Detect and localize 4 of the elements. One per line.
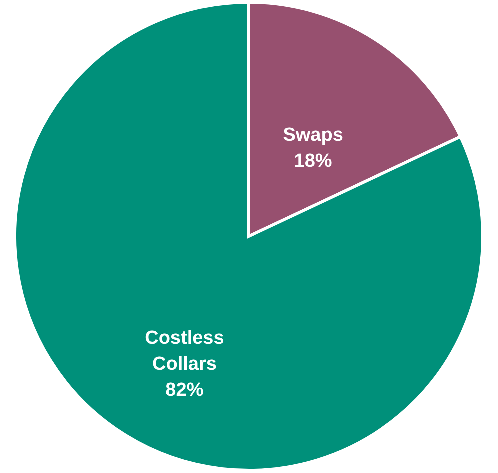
data-label: 82% (166, 380, 204, 401)
data-label: 18% (294, 151, 332, 172)
slice-label: Costless Collars (145, 328, 224, 375)
slice-label: Swaps (283, 125, 344, 146)
